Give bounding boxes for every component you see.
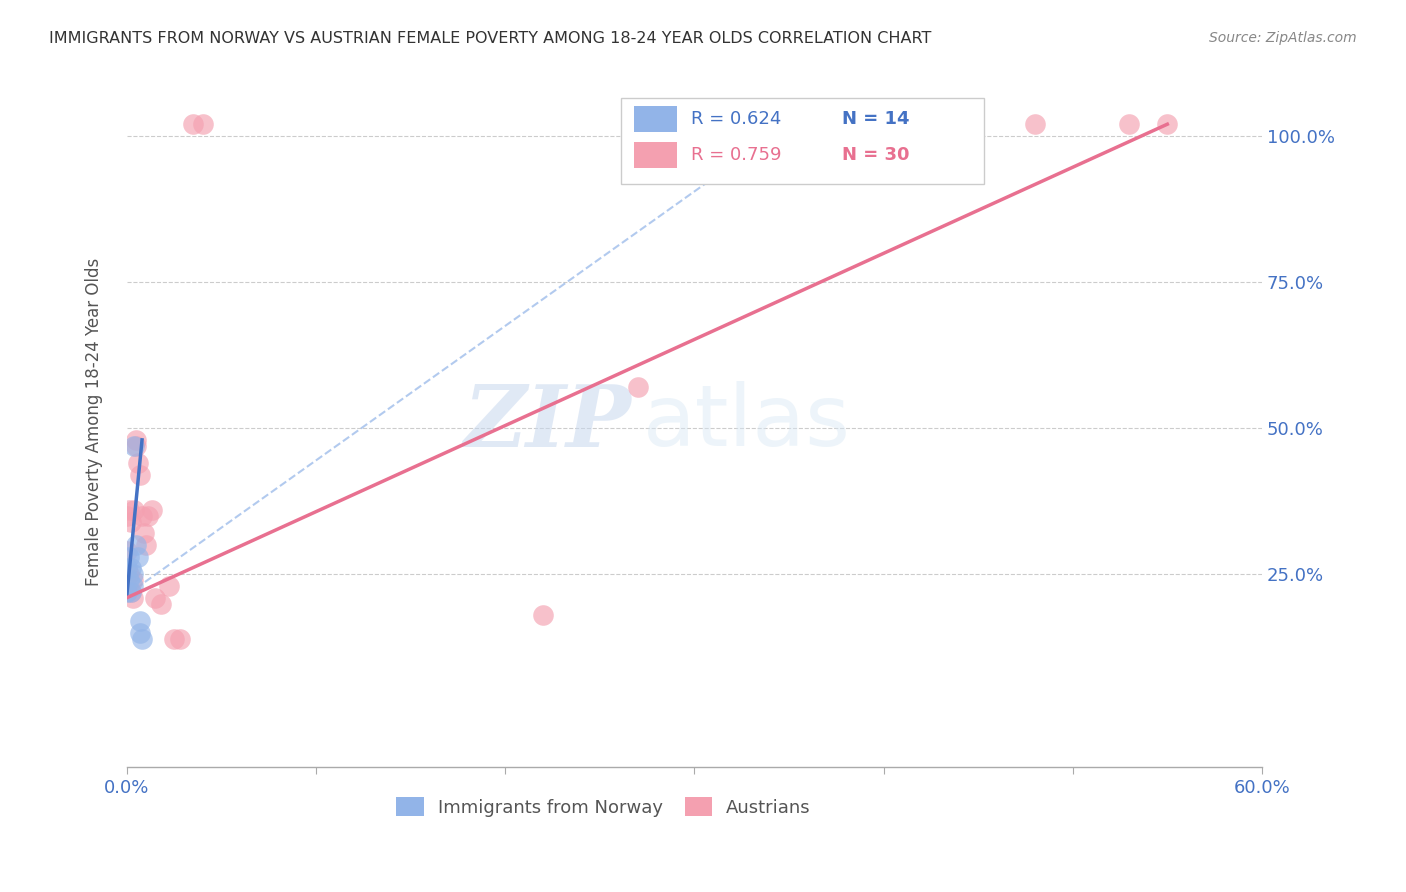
Point [1118,117,1140,131]
Point [120,585,142,599]
Point [129,625,152,640]
Point [181,117,204,131]
Bar [634,106,678,132]
Point [121,567,143,582]
Point [120,515,142,529]
Point [1156,117,1178,131]
FancyBboxPatch shape [620,98,984,185]
Point [124,439,146,453]
Text: IMMIGRANTS FROM NORWAY VS AUSTRIAN FEMALE POVERTY AMONG 18-24 YEAR OLDS CORRELAT: IMMIGRANTS FROM NORWAY VS AUSTRIAN FEMAL… [49,31,932,46]
Point [131,632,153,646]
Point [124,503,146,517]
Point [120,561,142,575]
Text: N = 14: N = 14 [842,110,910,128]
Point [121,573,143,587]
Point [121,591,143,605]
Y-axis label: Female Poverty Among 18-24 Year Olds: Female Poverty Among 18-24 Year Olds [86,258,103,586]
Point [118,567,141,582]
Text: R = 0.624: R = 0.624 [690,110,782,128]
Point [115,508,138,523]
Point [125,538,148,552]
Point [115,561,138,575]
Text: atlas: atlas [644,381,851,464]
Point [118,549,141,564]
Point [135,538,157,552]
Text: N = 30: N = 30 [842,145,910,164]
Point [627,380,650,394]
Text: R = 0.759: R = 0.759 [690,145,782,164]
Bar [634,142,678,168]
Text: Source: ZipAtlas.com: Source: ZipAtlas.com [1209,31,1357,45]
Point [115,544,138,558]
Point [120,585,142,599]
Point [132,526,155,541]
Point [157,579,180,593]
Text: ZIP: ZIP [464,381,631,464]
Point [143,591,166,605]
Point [125,433,148,447]
Point [131,508,153,523]
Point [136,508,159,523]
Legend: Immigrants from Norway, Austrians: Immigrants from Norway, Austrians [389,790,818,824]
Point [127,456,149,470]
Point [149,597,172,611]
Point [191,117,214,131]
Point [141,503,163,517]
Point [118,573,141,587]
Point [121,579,143,593]
Point [169,632,191,646]
Point [125,439,148,453]
Point [115,585,138,599]
Point [531,608,554,623]
Point [118,503,141,517]
Point [1024,117,1046,131]
Point [129,614,152,628]
Point [127,549,149,564]
Point [163,632,186,646]
Point [129,467,152,482]
